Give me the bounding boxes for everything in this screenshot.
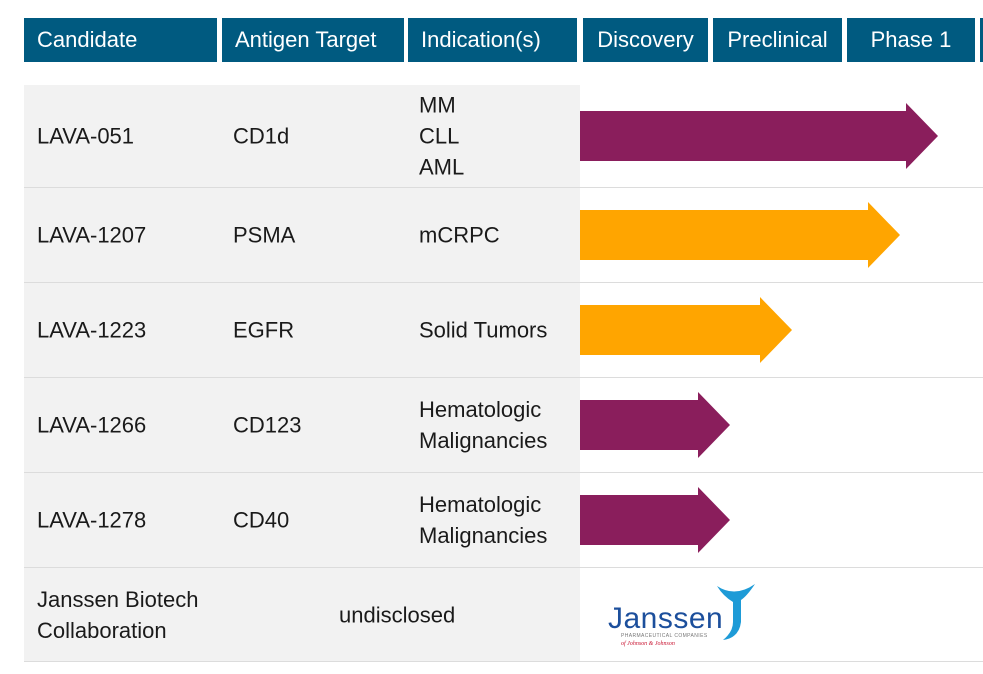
- row-label-area: [24, 568, 580, 661]
- row-label-area: [24, 473, 580, 567]
- undisclosed-label: undisclosed: [339, 602, 456, 627]
- header-discovery: Discovery: [583, 18, 708, 62]
- progress-arrow: [580, 392, 730, 458]
- table-row: LAVA-051 CD1d MM CLL AML: [24, 85, 983, 188]
- indication: mCRPC: [419, 222, 500, 248]
- progress-arrow: [580, 202, 900, 268]
- antigen-target: EGFR: [233, 317, 295, 343]
- antigen-target: CD123: [233, 412, 302, 438]
- indication: Solid Tumors: [419, 317, 548, 343]
- row-label-area: [24, 85, 580, 187]
- logo-tagline: PHARMACEUTICAL COMPANIES: [621, 633, 708, 639]
- janssen-figure-icon: [717, 584, 755, 640]
- candidate-name: Janssen Biotech Collaboration: [37, 586, 199, 643]
- antigen-target: CD1d: [233, 123, 290, 149]
- row-label-area: [24, 283, 580, 377]
- indication: Hematologic Malignancies: [419, 397, 548, 453]
- row-progress-area: [580, 568, 983, 661]
- progress-arrow: [580, 103, 938, 169]
- candidate-name: LAVA-1207: [37, 222, 147, 248]
- table-row: LAVA-1266 CD123 Hematologic Malignancies: [24, 378, 983, 473]
- row-label-area: [24, 188, 580, 282]
- candidate-name: LAVA-1266: [37, 412, 147, 438]
- candidate-name: LAVA-051: [37, 123, 135, 149]
- table-row: Janssen Biotech Collaboration undisclose…: [24, 568, 983, 662]
- logo-wordmark: Janssen: [608, 602, 724, 635]
- antigen-target: CD40: [233, 507, 290, 533]
- row-label-area: [24, 378, 580, 472]
- logo-parent-company: of Johnson & Johnson: [621, 641, 675, 647]
- table-row: LAVA-1278 CD40 Hematologic Malignancies: [24, 473, 983, 568]
- indication: Hematologic Malignancies: [419, 492, 548, 548]
- header-preclinical: Preclinical: [713, 18, 842, 62]
- antigen-target: PSMA: [233, 222, 296, 248]
- candidate-name: LAVA-1278: [37, 507, 147, 533]
- header-indications: Indication(s): [408, 18, 577, 62]
- janssen-logo: Janssen PHARMACEUTICAL COMPANIES of John…: [583, 578, 761, 654]
- header-candidate: Candidate: [24, 18, 217, 62]
- table-row: LAVA-1223 EGFR Solid Tumors: [24, 283, 983, 378]
- indication: MM CLL AML: [419, 92, 465, 180]
- header-antigen-target: Antigen Target: [222, 18, 404, 62]
- progress-arrow: [580, 487, 730, 553]
- header-next-edge: [980, 18, 983, 62]
- header-phase-1: Phase 1: [847, 18, 975, 62]
- progress-arrow: [580, 297, 792, 363]
- candidate-name: LAVA-1223: [37, 317, 147, 343]
- table-row: LAVA-1207 PSMA mCRPC: [24, 188, 983, 283]
